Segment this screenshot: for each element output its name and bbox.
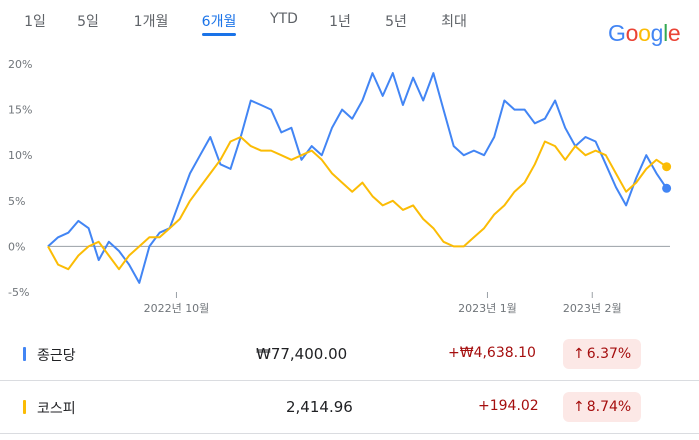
series-endpoint — [662, 162, 672, 172]
tab-6m[interactable]: 6개월 — [201, 14, 237, 30]
percent-value: 8.74% — [586, 399, 632, 415]
active-tab-indicator — [202, 33, 236, 36]
logo-letter: e — [667, 20, 681, 46]
percent-badge: ↑ 8.74% — [563, 392, 642, 422]
google-logo: Google — [608, 20, 681, 47]
x-tick-label: 2023년 1월 — [458, 302, 517, 315]
logo-letter: l — [663, 20, 668, 46]
x-tick-label: 2022년 10월 — [144, 302, 210, 315]
y-tick-label: 5% — [8, 195, 25, 208]
series-price: 2,414.96 — [286, 398, 353, 416]
range-tabs: 1일 5일 1개월 6개월 YTD 1년 5년 최대 — [0, 0, 699, 40]
tab-max[interactable]: 최대 — [441, 14, 467, 30]
percent-value: 6.37% — [586, 346, 632, 362]
y-tick-label: -5% — [8, 286, 29, 299]
series-change: +194.02 — [478, 398, 539, 414]
series-swatch — [23, 400, 26, 414]
x-tick-label: 2023년 2월 — [563, 302, 622, 315]
series-name: 종근당 — [37, 348, 76, 364]
series-endpoint — [662, 183, 672, 193]
series-change: +₩4,638.10 — [448, 345, 536, 361]
series-line — [47, 136, 668, 271]
y-tick-label: 20% — [8, 58, 32, 71]
logo-letter: o — [625, 20, 639, 46]
up-arrow-icon: ↑ — [573, 399, 585, 415]
series-price: ₩77,400.00 — [256, 345, 348, 363]
logo-letter: G — [608, 20, 626, 46]
up-arrow-icon: ↑ — [573, 346, 585, 362]
y-tick-label: 10% — [8, 149, 32, 162]
tab-5d[interactable]: 5일 — [77, 14, 99, 30]
y-tick-label: 15% — [8, 104, 32, 117]
tab-1m[interactable]: 1개월 — [133, 14, 169, 30]
tab-ytd[interactable]: YTD — [270, 11, 298, 27]
tab-5y[interactable]: 5년 — [385, 14, 407, 30]
tab-1y[interactable]: 1년 — [329, 14, 351, 30]
legend-row-stock[interactable]: 종근당 ₩77,400.00 +₩4,638.10 ↑ 6.37% — [0, 328, 699, 381]
legend-row-index[interactable]: 코스피 2,414.96 +194.02 ↑ 8.74% — [0, 381, 699, 434]
logo-letter: o — [638, 20, 651, 46]
logo-letter: g — [650, 20, 664, 46]
series-swatch — [23, 347, 26, 361]
price-chart[interactable]: 20% 15% 10% 5% 0% -5% 2022년 10월 2023년 1월 2023년 2… — [0, 50, 699, 325]
percent-badge: ↑ 6.37% — [563, 339, 642, 369]
series-line — [47, 72, 668, 284]
series-name: 코스피 — [37, 401, 76, 417]
y-tick-label: 0% — [8, 240, 25, 253]
tab-1d[interactable]: 1일 — [24, 14, 46, 30]
